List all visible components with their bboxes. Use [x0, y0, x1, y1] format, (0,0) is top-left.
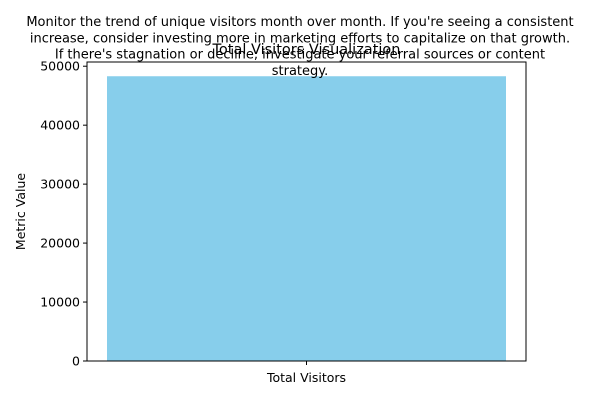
y-tick-label: 40000 — [40, 118, 80, 133]
annotation-line: If there's stagnation or decline, invest… — [55, 48, 545, 63]
x-axis-ticks: Total Visitors — [266, 361, 346, 385]
plot-frame — [86, 61, 527, 362]
chart-annotation: Monitor the trend of unique visitors mon… — [26, 15, 573, 79]
annotation-line: Monitor the trend of unique visitors mon… — [26, 15, 573, 30]
annotation-line: increase, consider investing more in mar… — [30, 31, 570, 46]
y-tick-label: 50000 — [40, 59, 80, 74]
annotation-line: strategy. — [272, 64, 329, 79]
y-axis-label: Metric Value — [13, 173, 28, 250]
chart-title: Total Visitors Visualization — [212, 42, 401, 58]
y-tick-label: 0 — [72, 354, 80, 369]
y-tick-label: 10000 — [40, 295, 80, 310]
x-tick-label: Total Visitors — [266, 370, 346, 385]
bars-group — [107, 76, 506, 361]
bar — [107, 76, 506, 361]
y-tick-label: 20000 — [40, 236, 80, 251]
y-tick-label: 30000 — [40, 177, 80, 192]
y-axis-ticks: 0 10000 20000 30000 40000 50000 — [40, 59, 87, 369]
